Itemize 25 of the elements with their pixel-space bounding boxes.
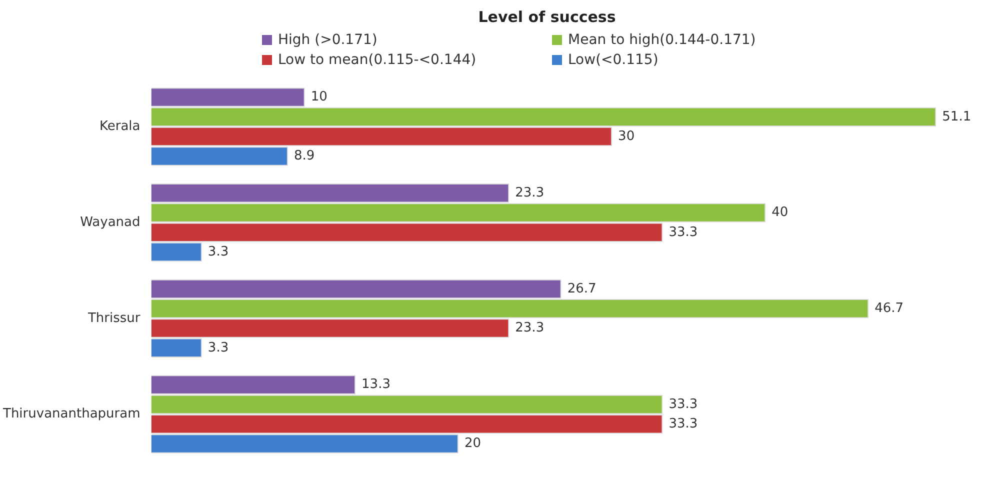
data-label: 26.7: [567, 281, 596, 296]
data-label: 23.3: [515, 320, 544, 336]
data-label: 3.3: [208, 340, 229, 356]
y-tick-label: Kerala: [99, 119, 140, 134]
legend-label: Mean to high(0.144-0.171): [568, 32, 756, 48]
data-label: 23.3: [515, 185, 544, 200]
legend-label: High (>0.171): [278, 32, 378, 48]
chart-title: Level of success: [477, 7, 617, 26]
data-label: 30: [618, 128, 635, 144]
data-label: 13.3: [362, 377, 390, 392]
data-label: 33.3: [668, 396, 698, 412]
data-label: 10: [310, 90, 328, 105]
data-label: 33.3: [668, 416, 698, 432]
y-tick-label: Wayanad: [80, 214, 140, 230]
data-label: 46.7: [874, 300, 904, 316]
legend-label: Low to mean(0.115-<0.144): [278, 52, 476, 68]
y-tick-label: Thrissur: [86, 310, 141, 326]
legend-label: Low(<0.115): [568, 52, 658, 68]
y-tick-label: Thiruvananthapuram: [2, 406, 140, 422]
data-label: 51.1: [942, 109, 972, 124]
data-label: 33.3: [668, 224, 698, 240]
data-label: 40: [772, 205, 788, 220]
data-label: 8.9: [294, 148, 315, 164]
data-label: 3.3: [208, 244, 229, 260]
data-label: 20: [464, 436, 481, 452]
